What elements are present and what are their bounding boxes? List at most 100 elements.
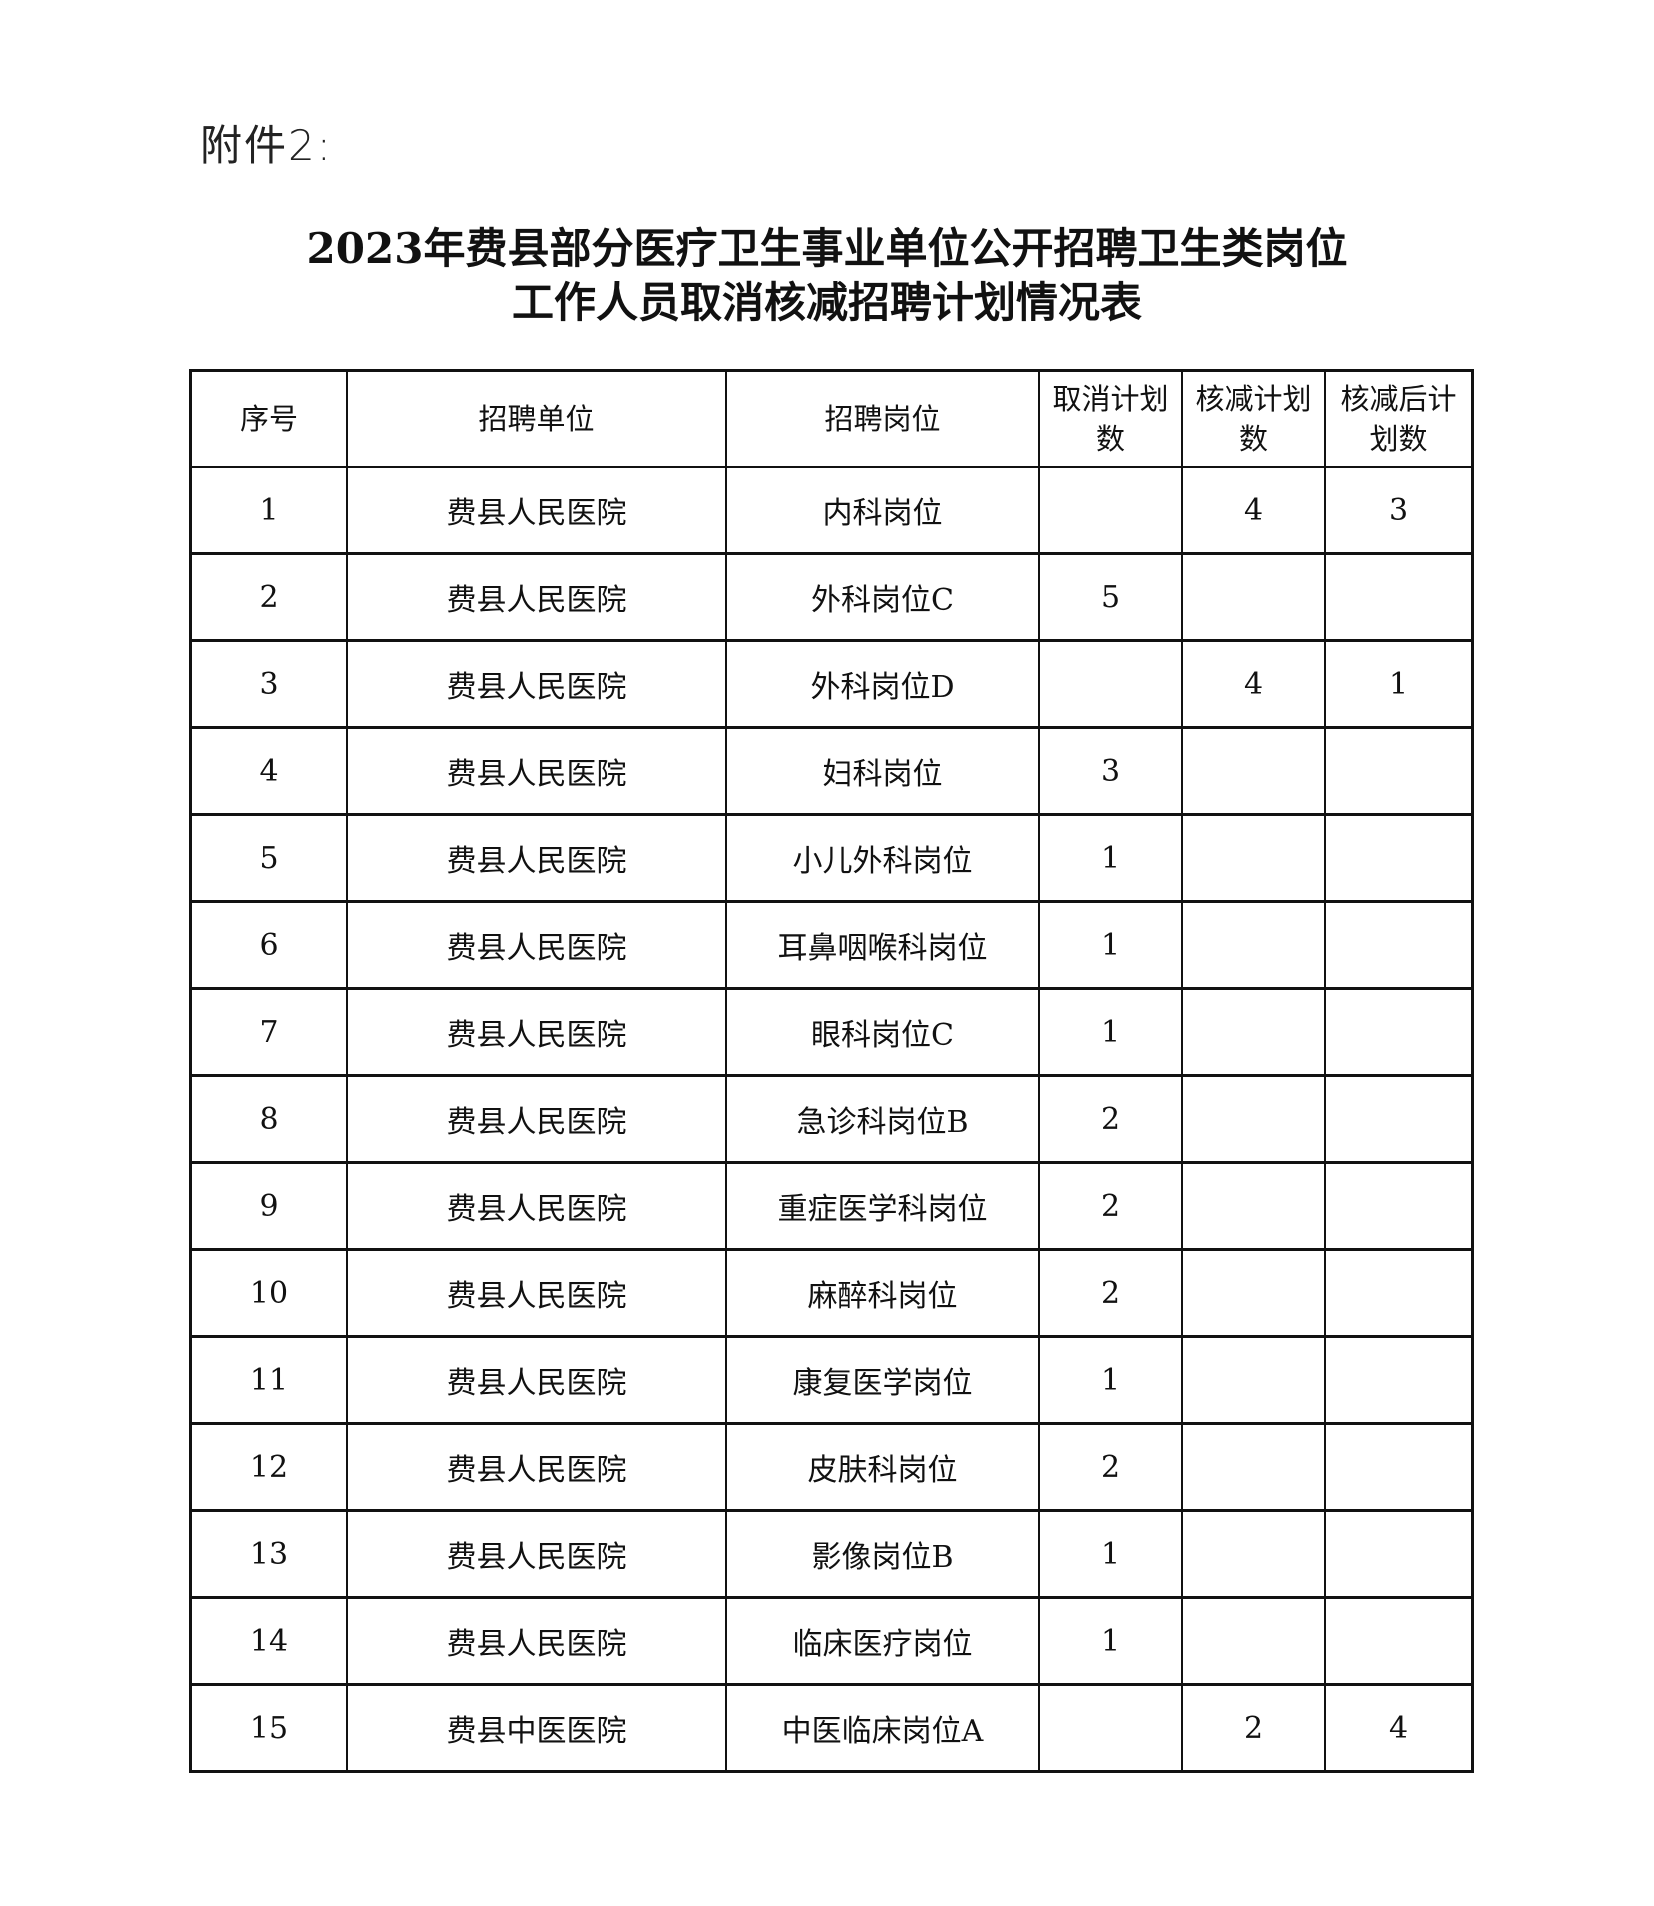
header-col-index: 序号 bbox=[189, 369, 348, 468]
cell-col-position: 康复医学岗位 bbox=[725, 1335, 1040, 1425]
header-col-unit: 招聘单位 bbox=[346, 369, 727, 468]
cell-col-unit: 费县人民医院 bbox=[346, 1161, 727, 1251]
cell-col-after-reduction bbox=[1324, 987, 1474, 1077]
cell-col-reduced bbox=[1181, 726, 1326, 816]
header-col-after-reduction: 核减后计划数 bbox=[1324, 369, 1474, 468]
cell-col-index: 6 bbox=[189, 900, 348, 990]
table-row: 5 费县人民医院 小儿外科岗位 1 bbox=[189, 813, 1474, 903]
cell-col-cancelled: 1 bbox=[1038, 900, 1183, 990]
cell-col-after-reduction bbox=[1324, 900, 1474, 990]
recruitment-plan-table: 序号 招聘单位 招聘岗位 取消计划数 核减计划数 核减后计划数 1 费县人民医院 内科岗位 4 3… bbox=[189, 369, 1474, 1773]
cell-col-position: 皮肤科岗位 bbox=[725, 1422, 1040, 1512]
cell-col-reduced bbox=[1181, 552, 1326, 642]
cell-col-unit: 费县人民医院 bbox=[346, 1074, 727, 1164]
cell-col-unit: 费县人民医院 bbox=[346, 726, 727, 816]
cell-col-after-reduction bbox=[1324, 1422, 1474, 1512]
cell-col-reduced bbox=[1181, 813, 1326, 903]
cell-col-unit: 费县人民医院 bbox=[346, 1422, 727, 1512]
cell-col-unit: 费县人民医院 bbox=[346, 1335, 727, 1425]
table-row: 4 费县人民医院 妇科岗位 3 bbox=[189, 726, 1474, 816]
cell-col-position: 外科岗位D bbox=[725, 639, 1040, 729]
cell-col-reduced bbox=[1181, 1422, 1326, 1512]
cell-col-reduced bbox=[1181, 1074, 1326, 1164]
cell-col-position: 临床医疗岗位 bbox=[725, 1596, 1040, 1686]
cell-col-cancelled: 2 bbox=[1038, 1422, 1183, 1512]
cell-col-after-reduction bbox=[1324, 1335, 1474, 1425]
cell-col-unit: 费县人民医院 bbox=[346, 1248, 727, 1338]
cell-col-cancelled: 1 bbox=[1038, 813, 1183, 903]
cell-col-index: 7 bbox=[189, 987, 348, 1077]
cell-col-reduced: 2 bbox=[1181, 1683, 1326, 1773]
table-row: 2 费县人民医院 外科岗位C 5 bbox=[189, 552, 1474, 642]
cell-col-index: 10 bbox=[189, 1248, 348, 1338]
table-row: 8 费县人民医院 急诊科岗位B 2 bbox=[189, 1074, 1474, 1164]
cell-col-index: 4 bbox=[189, 726, 348, 816]
cell-col-unit: 费县中医医院 bbox=[346, 1683, 727, 1773]
cell-col-unit: 费县人民医院 bbox=[346, 466, 727, 555]
header-col-cancelled: 取消计划数 bbox=[1038, 369, 1183, 468]
cell-col-reduced bbox=[1181, 900, 1326, 990]
table-row: 11 费县人民医院 康复医学岗位 1 bbox=[189, 1335, 1474, 1425]
document-title-line1: 2023年费县部分医疗卫生事业单位公开招聘卫生类岗位 bbox=[306, 224, 1348, 273]
cell-col-cancelled: 1 bbox=[1038, 987, 1183, 1077]
cell-col-unit: 费县人民医院 bbox=[346, 1596, 727, 1686]
cell-col-after-reduction: 4 bbox=[1324, 1683, 1474, 1773]
cell-col-reduced: 4 bbox=[1181, 639, 1326, 729]
document-title-line2: 工作人员取消核减招聘计划情况表 bbox=[511, 278, 1142, 327]
cell-col-position: 重症医学科岗位 bbox=[725, 1161, 1040, 1251]
cell-col-reduced: 4 bbox=[1181, 466, 1326, 555]
cell-col-cancelled: 3 bbox=[1038, 726, 1183, 816]
cell-col-position: 影像岗位B bbox=[725, 1509, 1040, 1599]
cell-col-index: 13 bbox=[189, 1509, 348, 1599]
cell-col-position: 急诊科岗位B bbox=[725, 1074, 1040, 1164]
cell-col-index: 1 bbox=[189, 466, 348, 555]
cell-col-after-reduction bbox=[1324, 726, 1474, 816]
table-row: 15 费县中医医院 中医临床岗位A 2 4 bbox=[189, 1683, 1474, 1773]
cell-col-unit: 费县人民医院 bbox=[346, 1509, 727, 1599]
cell-col-after-reduction: 1 bbox=[1324, 639, 1474, 729]
cell-col-position: 麻醉科岗位 bbox=[725, 1248, 1040, 1338]
cell-col-reduced bbox=[1181, 1509, 1326, 1599]
cell-col-cancelled: 2 bbox=[1038, 1161, 1183, 1251]
cell-col-cancelled: 1 bbox=[1038, 1335, 1183, 1425]
cell-col-position: 中医临床岗位A bbox=[725, 1683, 1040, 1773]
cell-col-position: 内科岗位 bbox=[725, 466, 1040, 555]
table-row: 6 费县人民医院 耳鼻咽喉科岗位 1 bbox=[189, 900, 1474, 990]
cell-col-reduced bbox=[1181, 1596, 1326, 1686]
cell-col-position: 小儿外科岗位 bbox=[725, 813, 1040, 903]
cell-col-position: 眼科岗位C bbox=[725, 987, 1040, 1077]
cell-col-reduced bbox=[1181, 1161, 1326, 1251]
cell-col-unit: 费县人民医院 bbox=[346, 900, 727, 990]
cell-col-index: 3 bbox=[189, 639, 348, 729]
cell-col-unit: 费县人民医院 bbox=[346, 552, 727, 642]
cell-col-cancelled bbox=[1038, 639, 1183, 729]
cell-col-position: 妇科岗位 bbox=[725, 726, 1040, 816]
table-body: 1 费县人民医院 内科岗位 4 3 2 费县人民医院 外科岗位C 5 3 费县人民医院 外科岗位D 4 1… bbox=[189, 466, 1474, 1773]
cell-col-after-reduction bbox=[1324, 1596, 1474, 1686]
cell-col-after-reduction bbox=[1324, 1248, 1474, 1338]
cell-col-cancelled bbox=[1038, 466, 1183, 555]
cell-col-after-reduction bbox=[1324, 1074, 1474, 1164]
cell-col-after-reduction bbox=[1324, 552, 1474, 642]
cell-col-index: 15 bbox=[189, 1683, 348, 1773]
cell-col-index: 9 bbox=[189, 1161, 348, 1251]
cell-col-index: 11 bbox=[189, 1335, 348, 1425]
cell-col-reduced bbox=[1181, 1248, 1326, 1338]
attachment-label: 附件2: bbox=[200, 121, 333, 170]
cell-col-cancelled: 1 bbox=[1038, 1596, 1183, 1686]
cell-col-cancelled: 2 bbox=[1038, 1248, 1183, 1338]
cell-col-cancelled: 1 bbox=[1038, 1509, 1183, 1599]
cell-col-after-reduction bbox=[1324, 813, 1474, 903]
cell-col-unit: 费县人民医院 bbox=[346, 639, 727, 729]
cell-col-index: 14 bbox=[189, 1596, 348, 1686]
cell-col-reduced bbox=[1181, 987, 1326, 1077]
table-row: 14 费县人民医院 临床医疗岗位 1 bbox=[189, 1596, 1474, 1686]
cell-col-unit: 费县人民医院 bbox=[346, 813, 727, 903]
table-header-row: 序号 招聘单位 招聘岗位 取消计划数 核减计划数 核减后计划数 bbox=[189, 369, 1474, 468]
table-row: 12 费县人民医院 皮肤科岗位 2 bbox=[189, 1422, 1474, 1512]
table-row: 3 费县人民医院 外科岗位D 4 1 bbox=[189, 639, 1474, 729]
cell-col-index: 12 bbox=[189, 1422, 348, 1512]
cell-col-index: 8 bbox=[189, 1074, 348, 1164]
cell-col-after-reduction bbox=[1324, 1509, 1474, 1599]
table-row: 13 费县人民医院 影像岗位B 1 bbox=[189, 1509, 1474, 1599]
